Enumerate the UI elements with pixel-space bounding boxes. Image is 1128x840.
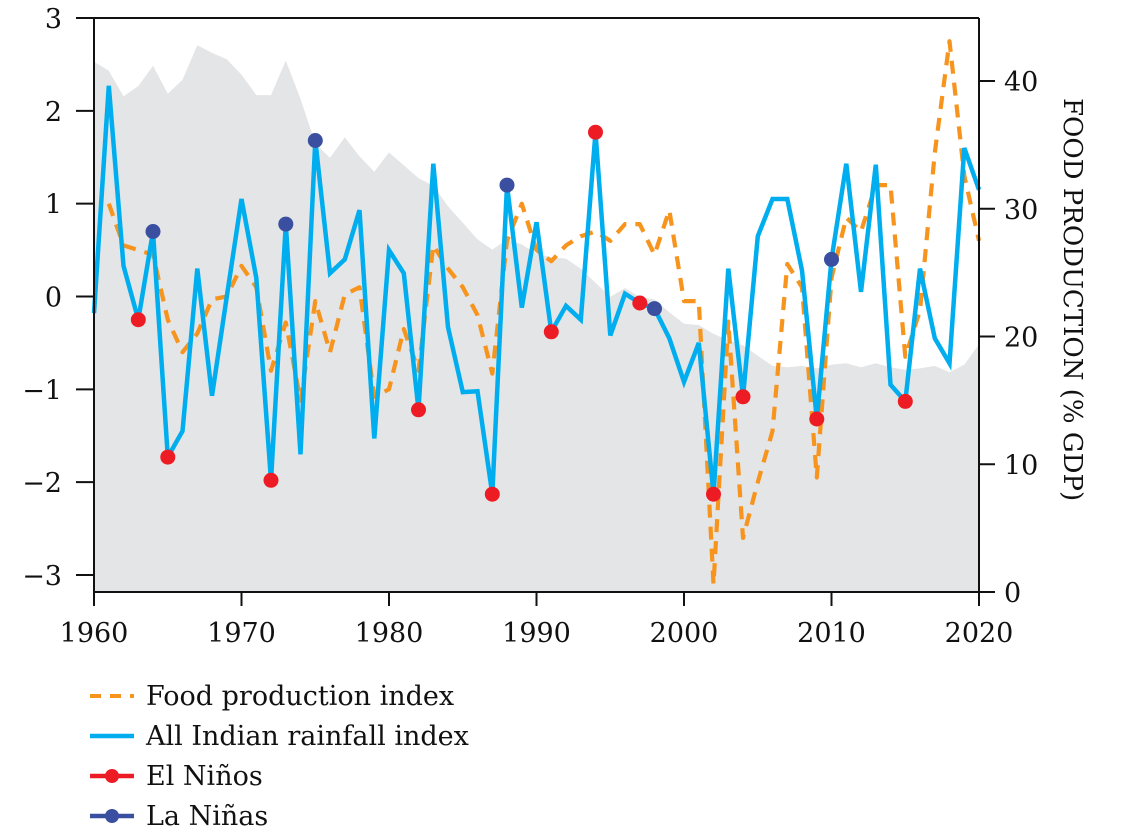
legend: Food production index All Indian rainfal… xyxy=(88,676,469,836)
legend-item-rainfall: All Indian rainfall index xyxy=(88,716,469,756)
x-tick-label: 1980 xyxy=(355,618,424,649)
la-nina-marker xyxy=(499,177,515,193)
el-nino-marker xyxy=(484,486,500,502)
solid-line-swatch-icon xyxy=(90,733,134,739)
food-gdp-area xyxy=(94,45,979,592)
marker-layer xyxy=(130,124,913,502)
la-nina-marker xyxy=(307,133,323,148)
y-tick-label: −1 xyxy=(22,375,62,406)
la-nina-marker xyxy=(278,216,294,232)
chart: 1960 1970 1980 1990 2000 2010 2020−3−2−1012301… xyxy=(22,4,1087,649)
y2-tick-label: 10 xyxy=(1004,450,1038,481)
legend-label: La Niñas xyxy=(146,800,269,832)
y-tick-label: 1 xyxy=(45,190,62,221)
legend-item-la-nina: La Niñas xyxy=(88,796,469,836)
x-tick-label: 1960 xyxy=(60,618,129,649)
right-axis-title: FOOD PRODUCTION (% GDP) xyxy=(1057,98,1087,501)
x-tick-label: 1990 xyxy=(502,618,571,649)
el-nino-marker xyxy=(588,124,603,140)
el-nino-marker xyxy=(130,312,146,328)
food-production-line xyxy=(106,39,982,587)
el-nino-marker xyxy=(263,472,279,488)
y-tick-label: −3 xyxy=(22,561,62,592)
el-nino-marker xyxy=(897,393,913,409)
tick-layer: 1960 1970 1980 1990 2000 2010 2020−3−2−1012301… xyxy=(22,4,1038,649)
el-nino-marker xyxy=(632,295,648,311)
la-nina-marker xyxy=(145,224,161,239)
y2-tick-label: 20 xyxy=(1004,323,1038,354)
y2-tick-label: 30 xyxy=(1004,195,1038,226)
el-nino-marker xyxy=(735,389,751,405)
y-tick-label: −2 xyxy=(22,468,62,499)
el-nino-marker xyxy=(809,411,825,427)
el-nino-marker xyxy=(160,449,176,465)
legend-label: El Niños xyxy=(146,760,263,792)
x-tick-label: 2000 xyxy=(650,618,719,649)
x-tick-label: 2020 xyxy=(945,618,1014,649)
el-nino-marker xyxy=(543,324,559,340)
x-tick-label: 1970 xyxy=(207,618,276,649)
red-marker-swatch-icon xyxy=(90,769,134,783)
legend-item-el-nino: El Niños xyxy=(88,756,469,796)
la-nina-marker xyxy=(647,301,662,317)
y-tick-label: 3 xyxy=(45,4,62,35)
la-nina-marker xyxy=(824,251,839,267)
legend-item-food-production: Food production index xyxy=(88,676,469,716)
x-tick-label: 2010 xyxy=(797,618,866,649)
y-tick-label: 2 xyxy=(45,97,62,128)
y-tick-label: 0 xyxy=(45,283,62,314)
area-layer xyxy=(94,45,979,592)
y2-tick-label: 0 xyxy=(1004,578,1021,609)
el-nino-marker xyxy=(411,402,426,418)
dashed-line-swatch-icon xyxy=(90,694,134,698)
legend-label: Food production index xyxy=(146,680,455,712)
el-nino-marker xyxy=(706,486,721,502)
blue-marker-swatch-icon xyxy=(90,809,134,823)
legend-label: All Indian rainfall index xyxy=(146,720,469,752)
y2-tick-label: 40 xyxy=(1004,67,1038,98)
